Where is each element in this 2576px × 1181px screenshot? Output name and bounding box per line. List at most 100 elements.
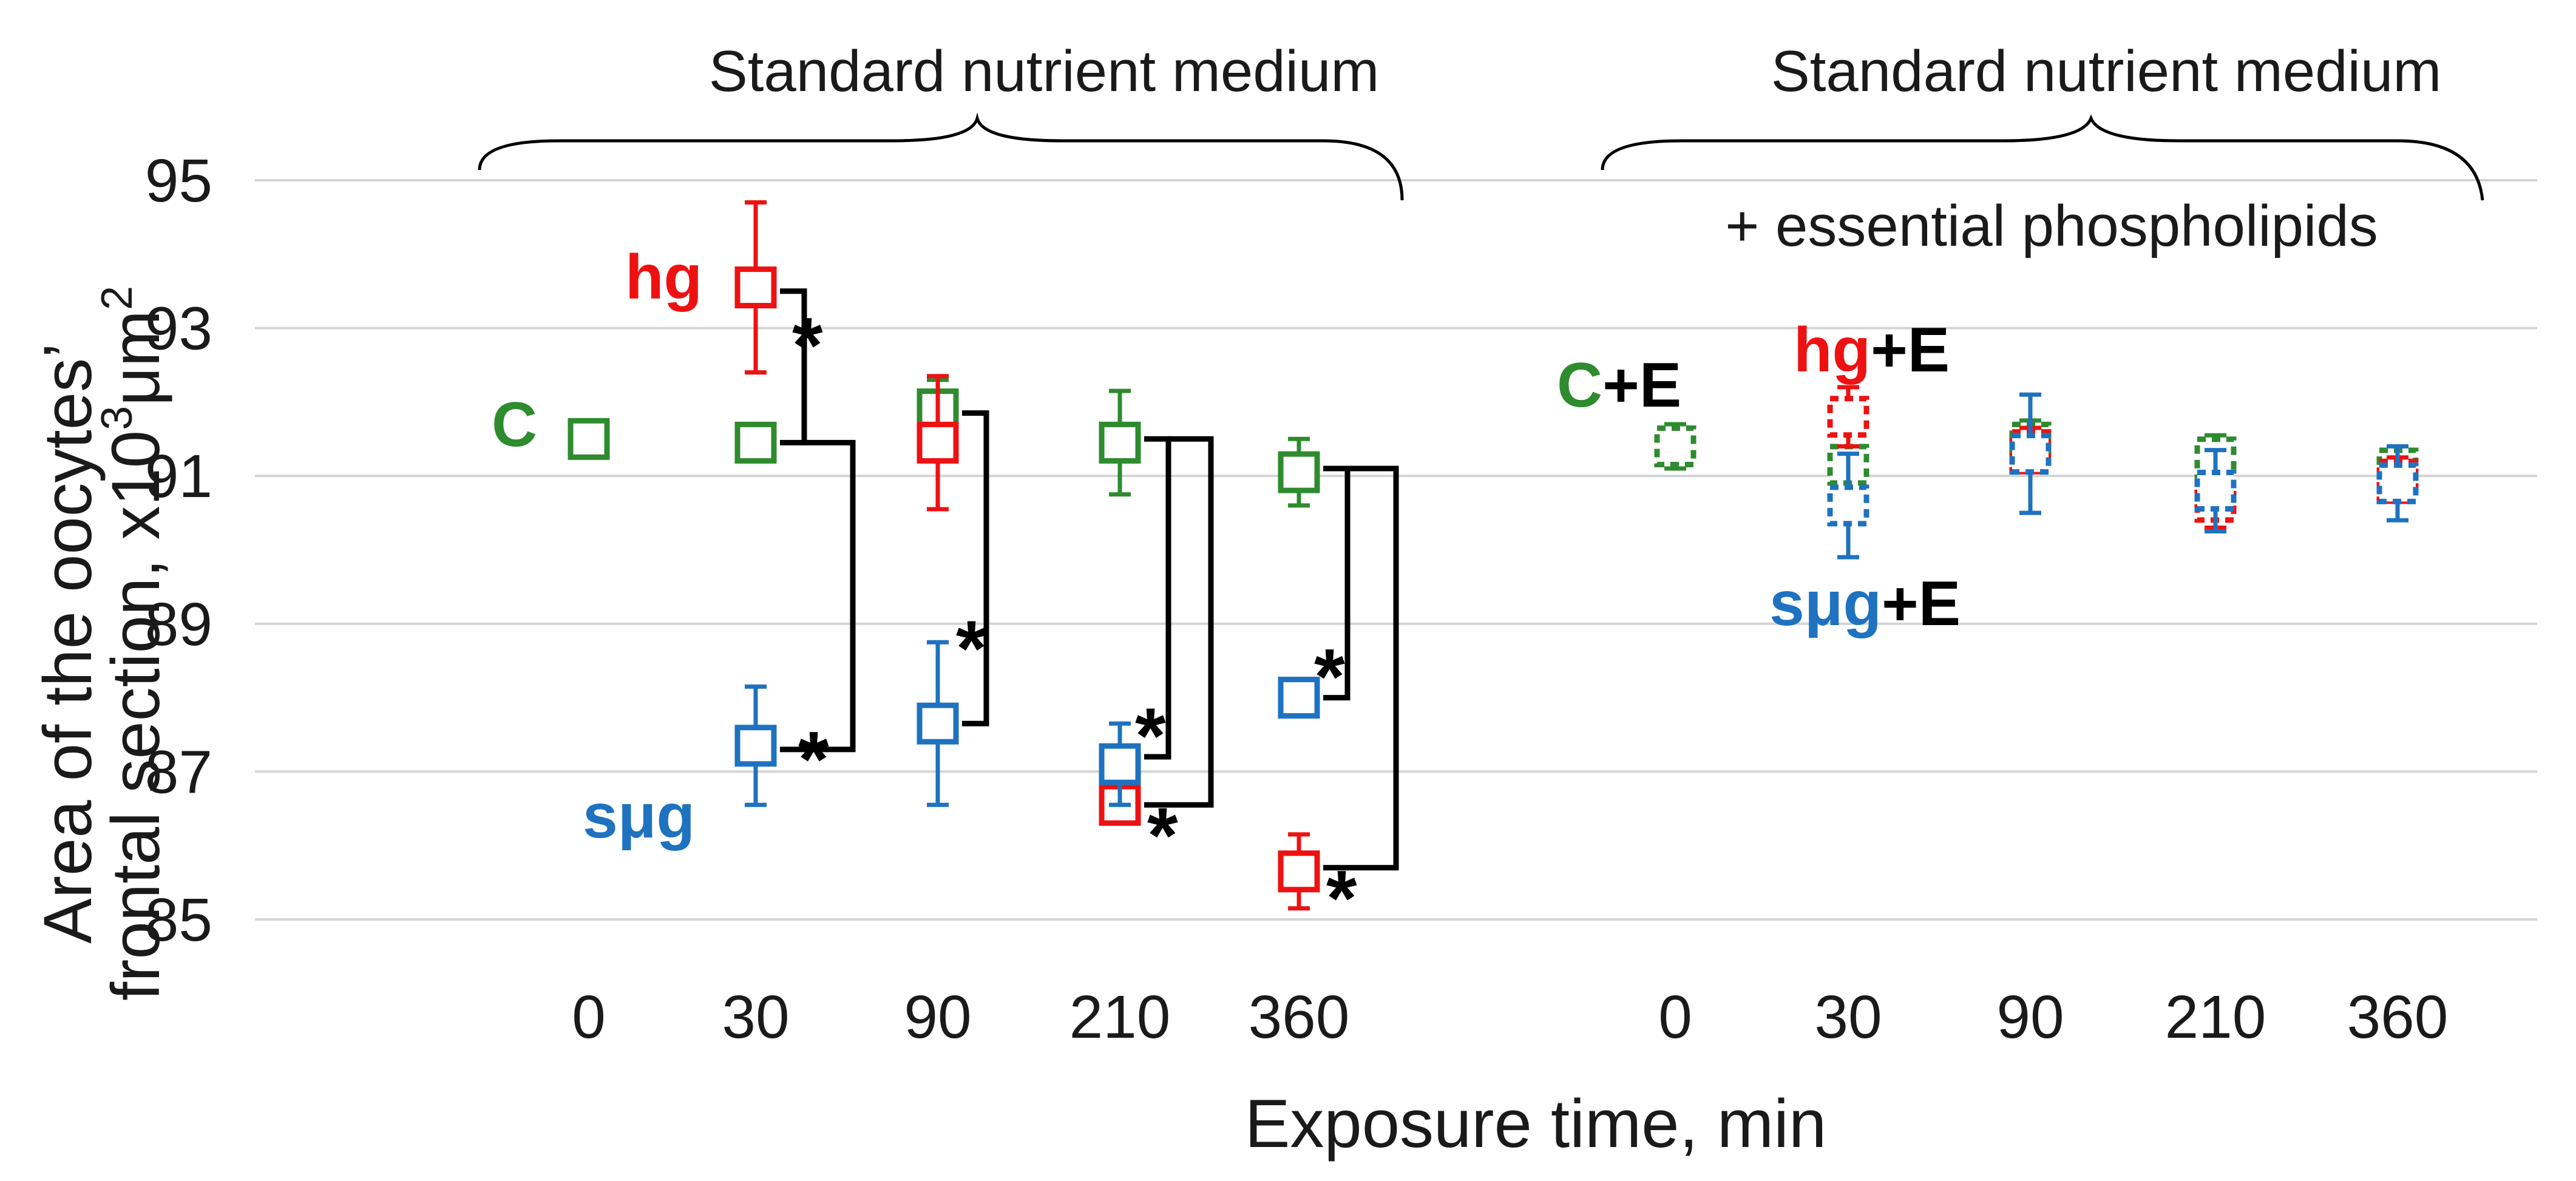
marker-sug-360-panel1 [1278,677,1320,719]
x-tick-label-panel1-0: 0 [572,983,606,1051]
bracket-inner [780,288,807,443]
label-control-e-prefix: C [1557,350,1602,421]
y-tick-label-89: 89 [145,590,212,658]
label-smug-e-prefix: sμg [1769,569,1882,639]
y-axis-title-sup2: 2 [93,286,141,310]
left-section-brace [478,112,1404,201]
significance-star: * [798,715,829,804]
x-tick-label-panel2-90: 90 [1996,983,2064,1051]
x-tick-label-panel2-0: 0 [1658,983,1692,1051]
label-smug-e: sμg+E [1769,569,1961,639]
significance-star: * [956,604,987,692]
label-control-e-suffix: +E [1602,350,1681,421]
marker-hg-30-panel1 [734,200,777,375]
marker-sug-30-panel1 [734,684,777,807]
marker-square [1278,451,1320,493]
significance-star: * [1135,691,1166,780]
bracket-outer [1323,465,1399,871]
marker-square [1099,421,1141,464]
data-marks [568,200,2419,911]
y-tick-label-93: 93 [145,295,212,363]
label-control: C [492,390,537,460]
label-hg-e-prefix: hg [1794,315,1871,385]
marker-C-210-panel1 [1099,388,1141,497]
marker-square [734,725,777,767]
bracket-inner [1323,465,1351,701]
significance-star: * [1326,854,1357,942]
label-smug-e-suffix: +E [1882,569,1961,639]
y-axis-title-text: frontal section, x10 [98,430,174,1001]
marker-C-plus-E-0-panel2 [1654,422,1696,471]
label-control-e: C+E [1557,350,1681,421]
marker-hg-360-panel1 [1278,832,1320,911]
right-section-subtitle: + essential phospholipids [1725,194,2378,259]
marker-square [1827,396,1869,438]
label-hg-prefix: hg [625,242,702,313]
bracket-inner [1144,436,1171,760]
x-tick-label-panel1-210: 210 [1069,983,1171,1051]
y-axis-title-line2: frontal section, x103μm2 [93,286,174,1001]
x-tick-label-panel1-360: 360 [1249,983,1350,1051]
y-tick-label-95: 95 [145,147,212,215]
significance-bracket-210: ** [1135,436,1214,879]
marker-square [1827,484,1869,527]
significance-star: * [1147,791,1178,879]
label-hg-e-suffix: +E [1871,315,1950,385]
significance-bracket-90: * [956,410,989,726]
y-axis-title-line1: Area of the oocytes’ [30,343,106,944]
marker-square [568,418,610,460]
marker-C-0-panel1 [568,418,610,460]
right-section-title: Standard nutrient medium [1771,39,2442,104]
label-hg-e: hg+E [1794,315,1950,385]
label-smug: sμg [583,781,695,851]
y-axis-title-sup1: 3 [93,406,141,430]
y-tick-label-91: 91 [145,442,212,510]
x-tick-label-panel1-30: 30 [722,983,789,1051]
marker-square [2376,462,2419,504]
left-section-title: Standard nutrient medium [709,39,1380,104]
label-control-prefix: C [492,390,537,460]
y-axis-ticks: 85 87 89 91 93 95 [145,147,212,954]
right-section-brace [1601,114,2484,201]
x-tick-label-panel2-360: 360 [2347,983,2449,1051]
y-tick-label-87: 87 [145,738,212,806]
significance-bracket-360: ** [1314,465,1399,942]
significance-star: * [792,301,823,390]
x-axis-ticks: 0 30 90 210 360 0 30 90 210 360 [572,983,2448,1051]
marker-sug-plus-E-210-panel2 [2194,448,2237,534]
bracket [962,410,989,726]
significance-star: * [1314,632,1345,721]
y-axis-title-unit: μm [98,310,174,406]
marker-square [1654,425,1696,467]
marker-square [917,702,959,745]
marker-sug-plus-E-360-panel2 [2376,444,2419,523]
marker-square [2009,433,2052,475]
marker-hg-90-panel1 [917,374,959,512]
x-tick-label-panel1-90: 90 [904,983,971,1051]
significance-bracket-30: ** [780,288,856,804]
marker-sug-90-panel1 [917,640,959,807]
label-smug-prefix: sμg [583,781,695,851]
marker-hg-plus-E-30-panel2 [1827,385,1869,448]
marker-C-360-panel1 [1278,436,1320,508]
marker-sug-210-panel1 [1099,721,1141,807]
marker-square [1278,677,1320,719]
bracket-outer [780,439,856,753]
marker-square [1099,743,1141,785]
x-axis-title: Exposure time, min [1245,1086,1827,1162]
marker-sug-plus-E-90-panel2 [2009,392,2052,515]
marker-sug-plus-E-30-panel2 [1827,452,1869,560]
marker-square [734,421,777,464]
marker-square [734,266,777,309]
x-tick-label-panel2-30: 30 [1814,983,1882,1051]
x-tick-label-panel2-210: 210 [2165,983,2266,1051]
y-tick-label-85: 85 [145,886,212,954]
label-hg: hg [625,242,702,313]
marker-square [917,421,959,464]
marker-C-30-panel1 [734,421,777,464]
marker-square [1278,850,1320,893]
significance-brackets: ******* [780,288,1399,942]
marker-square [2194,470,2237,512]
bracket-outer [1144,436,1214,808]
